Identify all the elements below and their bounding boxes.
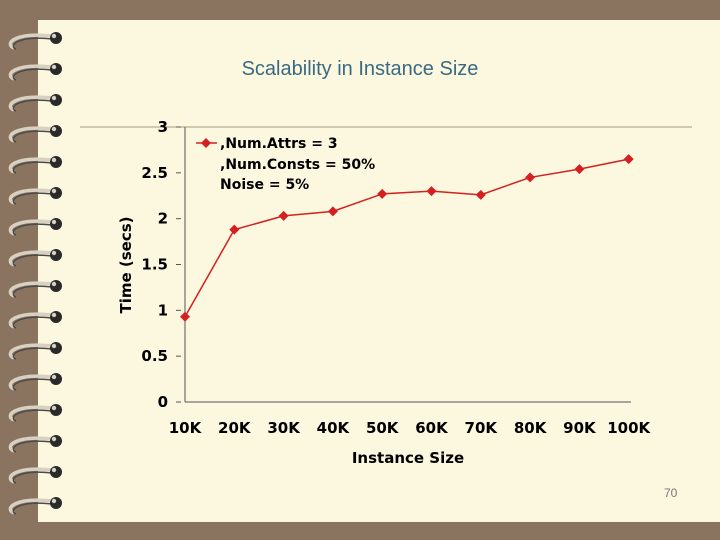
data-point xyxy=(229,224,240,235)
x-tick-label: 60K xyxy=(415,419,449,437)
binding-ring xyxy=(8,218,62,236)
x-tick-label: 20K xyxy=(218,419,252,437)
binding-ring xyxy=(8,497,62,515)
data-point xyxy=(426,186,437,197)
x-axis-label: Instance Size xyxy=(352,449,464,467)
binding-ring xyxy=(8,156,62,174)
binding-ring xyxy=(8,249,62,267)
y-tick-label: 0.5 xyxy=(141,347,168,365)
y-tick-label: 1 xyxy=(158,301,168,319)
slide-number: 70 xyxy=(664,486,678,500)
binding-ring xyxy=(8,373,62,391)
y-tick-label: 0 xyxy=(158,393,168,411)
data-point xyxy=(574,164,585,175)
binding-ring xyxy=(8,311,62,329)
binding-ring xyxy=(8,63,62,81)
legend-marker xyxy=(201,138,211,148)
x-tick-label: 100K xyxy=(607,419,651,437)
y-tick-label: 1.5 xyxy=(141,256,168,274)
legend: ,Num.Attrs = 3 ,Num.Consts = 50% Noise =… xyxy=(196,136,375,193)
x-tick-label: 90K xyxy=(563,419,597,437)
x-tick-label: 30K xyxy=(267,419,301,437)
x-tick-label: 70K xyxy=(465,419,499,437)
x-tick-label: 50K xyxy=(366,419,400,437)
binding-ring xyxy=(8,94,62,112)
y-axis-label: Time (secs) xyxy=(117,216,135,313)
binding-ring xyxy=(8,125,62,143)
data-point xyxy=(180,311,190,322)
y-tick-label: 2.5 xyxy=(141,164,168,182)
data-point xyxy=(475,189,486,200)
series-line xyxy=(184,158,629,318)
data-point xyxy=(278,210,289,221)
binding-ring xyxy=(8,187,62,205)
data-point xyxy=(327,206,338,217)
x-tick-label: 40K xyxy=(317,419,351,437)
data-point xyxy=(623,154,634,165)
legend-text-3: Noise = 5% xyxy=(220,177,309,193)
binding-ring xyxy=(8,32,62,50)
x-tick-label: 10K xyxy=(169,419,203,437)
x-tick-label: 80K xyxy=(514,419,548,437)
legend-text-1: ,Num.Attrs = 3 xyxy=(220,136,338,152)
slide-title: Scalability in Instance Size xyxy=(241,58,479,80)
binding-ring xyxy=(8,466,62,484)
y-tick-label: 2 xyxy=(158,210,168,228)
binding-ring xyxy=(8,435,62,453)
data-point xyxy=(377,188,388,199)
spiral-binding xyxy=(8,32,62,515)
binding-ring xyxy=(8,280,62,298)
binding-ring xyxy=(8,342,62,360)
binding-ring xyxy=(8,404,62,422)
y-tick-label: 3 xyxy=(158,118,168,136)
data-point xyxy=(525,172,536,183)
plot-area xyxy=(185,130,631,402)
legend-text-2: ,Num.Consts = 50% xyxy=(220,157,375,173)
